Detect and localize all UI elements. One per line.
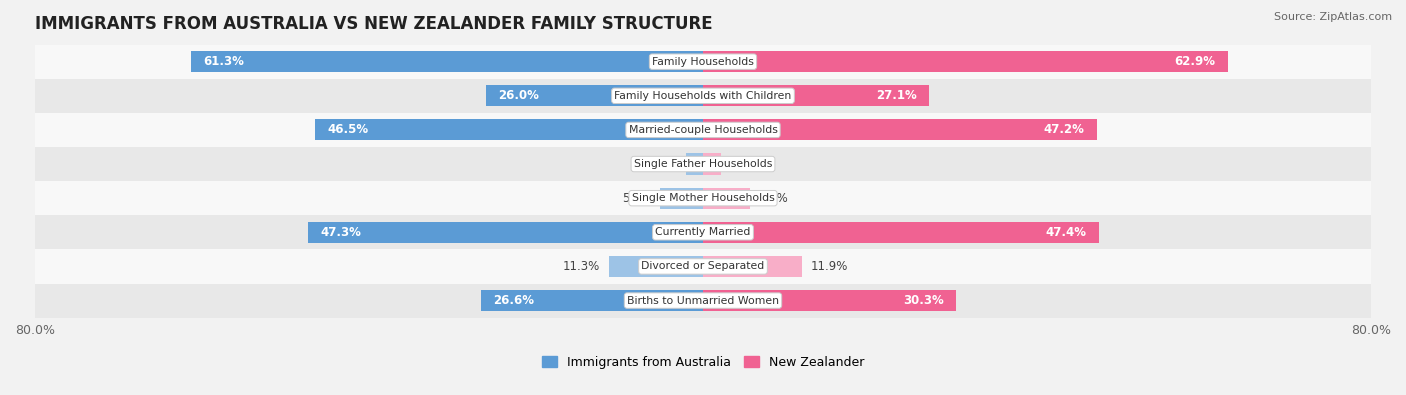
Text: 62.9%: 62.9% <box>1174 55 1216 68</box>
Text: 26.6%: 26.6% <box>494 294 534 307</box>
Bar <box>703 51 1229 72</box>
Bar <box>703 85 929 106</box>
Text: 27.1%: 27.1% <box>876 89 917 102</box>
Bar <box>703 222 1099 243</box>
Bar <box>703 188 749 209</box>
Text: 61.3%: 61.3% <box>204 55 245 68</box>
Bar <box>609 256 703 277</box>
Bar <box>661 188 703 209</box>
Text: 2.0%: 2.0% <box>648 158 678 171</box>
Bar <box>703 119 1097 141</box>
Text: 47.2%: 47.2% <box>1043 123 1084 136</box>
Text: Married-couple Households: Married-couple Households <box>628 125 778 135</box>
Bar <box>703 154 720 175</box>
Bar <box>703 256 803 277</box>
Text: 46.5%: 46.5% <box>328 123 368 136</box>
Bar <box>481 290 703 311</box>
Bar <box>703 290 956 311</box>
Bar <box>35 45 1371 79</box>
Text: Family Households with Children: Family Households with Children <box>614 91 792 101</box>
Bar <box>191 51 703 72</box>
Text: 26.0%: 26.0% <box>498 89 540 102</box>
Legend: Immigrants from Australia, New Zealander: Immigrants from Australia, New Zealander <box>537 351 869 374</box>
Text: Single Father Households: Single Father Households <box>634 159 772 169</box>
Text: 47.3%: 47.3% <box>321 226 361 239</box>
Bar <box>308 222 703 243</box>
Text: 30.3%: 30.3% <box>903 294 943 307</box>
Text: Births to Unmarried Women: Births to Unmarried Women <box>627 295 779 306</box>
Bar <box>486 85 703 106</box>
Bar <box>35 79 1371 113</box>
Bar <box>35 147 1371 181</box>
Text: Currently Married: Currently Married <box>655 227 751 237</box>
Bar <box>35 215 1371 249</box>
Text: IMMIGRANTS FROM AUSTRALIA VS NEW ZEALANDER FAMILY STRUCTURE: IMMIGRANTS FROM AUSTRALIA VS NEW ZEALAND… <box>35 15 713 33</box>
Bar <box>686 154 703 175</box>
Text: 11.9%: 11.9% <box>811 260 848 273</box>
Text: Single Mother Households: Single Mother Households <box>631 193 775 203</box>
Text: Source: ZipAtlas.com: Source: ZipAtlas.com <box>1274 12 1392 22</box>
Bar <box>35 249 1371 284</box>
Text: 11.3%: 11.3% <box>562 260 600 273</box>
Bar <box>315 119 703 141</box>
Bar <box>35 181 1371 215</box>
Bar <box>35 284 1371 318</box>
Text: 5.6%: 5.6% <box>758 192 787 205</box>
Text: 5.1%: 5.1% <box>623 192 652 205</box>
Text: 2.1%: 2.1% <box>728 158 759 171</box>
Text: Family Households: Family Households <box>652 56 754 67</box>
Bar <box>35 113 1371 147</box>
Text: Divorced or Separated: Divorced or Separated <box>641 261 765 271</box>
Text: 47.4%: 47.4% <box>1045 226 1087 239</box>
